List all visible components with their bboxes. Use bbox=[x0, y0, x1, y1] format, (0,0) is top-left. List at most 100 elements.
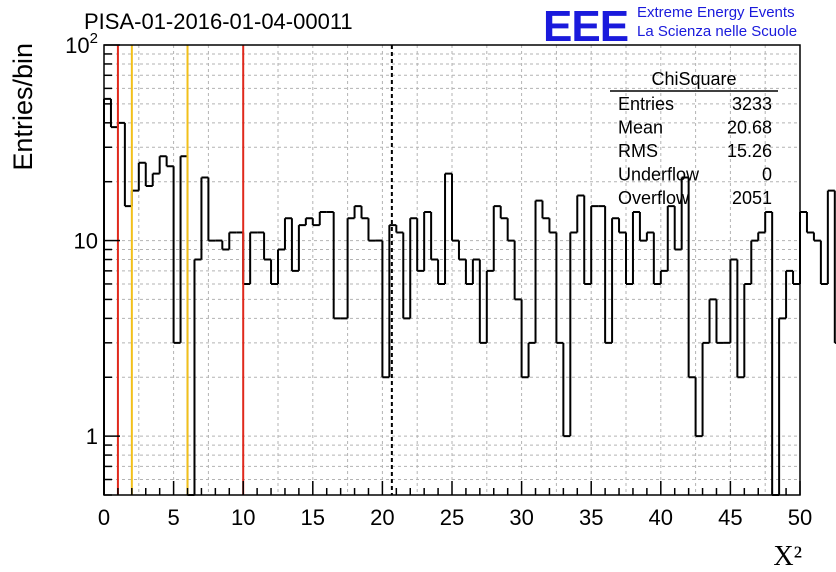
reference-lines bbox=[116, 45, 393, 495]
histogram-bin bbox=[151, 172, 160, 187]
histogram-bin bbox=[318, 210, 327, 226]
histogram-bin bbox=[200, 176, 209, 260]
histogram-bars bbox=[103, 97, 836, 496]
histogram-bin bbox=[116, 121, 125, 128]
logo-line-1: Extreme Energy Events bbox=[637, 4, 795, 21]
histogram-bin bbox=[673, 206, 682, 251]
histogram-bin bbox=[130, 189, 139, 207]
eee-logo: EEE bbox=[543, 2, 629, 51]
histogram-bin bbox=[457, 240, 466, 261]
histogram-bin bbox=[805, 211, 814, 234]
histogram-bin bbox=[548, 218, 557, 234]
histogram-bin bbox=[277, 248, 285, 284]
x-axis-title: X² bbox=[773, 541, 802, 572]
logo-line-2: La Scienza nelle Scuole bbox=[637, 23, 798, 40]
histogram-bin bbox=[708, 298, 717, 343]
histogram-bin bbox=[332, 211, 341, 320]
stats-value: 20.68 bbox=[727, 118, 772, 138]
x-tick-label: 30 bbox=[509, 505, 533, 530]
stats-value: 15.26 bbox=[727, 141, 772, 161]
histogram-bin bbox=[471, 258, 480, 284]
x-tick-label: 45 bbox=[718, 505, 742, 530]
histogram-bin bbox=[757, 231, 766, 241]
histogram-bin bbox=[388, 224, 397, 378]
histogram-bin bbox=[687, 177, 696, 379]
histogram-bin bbox=[416, 218, 425, 272]
histogram-bin bbox=[701, 341, 710, 437]
histogram-bin bbox=[499, 206, 508, 220]
stats-value: 0 bbox=[762, 165, 772, 185]
histogram-bin bbox=[826, 189, 835, 284]
histogram-bin bbox=[715, 299, 724, 344]
histogram-bin bbox=[228, 231, 237, 250]
histogram-bin bbox=[193, 258, 202, 495]
histogram-bin bbox=[771, 211, 780, 496]
histogram-bin bbox=[694, 377, 703, 438]
axes: 0 5 10 15 20 25 30 35 40 45 50 1 10 102 Entries/bin X² bbox=[8, 30, 812, 572]
histogram-bin bbox=[423, 210, 432, 271]
histogram-bin bbox=[353, 205, 362, 219]
y-tick-label: 102 bbox=[65, 30, 98, 58]
histogram-bin bbox=[541, 200, 550, 220]
stats-title: ChiSquare bbox=[651, 69, 736, 89]
histogram-bin bbox=[562, 342, 571, 438]
histogram-bin bbox=[645, 231, 654, 241]
histogram-bin bbox=[186, 156, 195, 496]
histogram-bin bbox=[283, 217, 292, 250]
histogram-bin bbox=[360, 206, 369, 220]
stats-label: Entries bbox=[618, 94, 674, 114]
histogram-bin bbox=[569, 231, 578, 437]
histogram-bin bbox=[736, 259, 745, 379]
histogram-bin bbox=[576, 194, 585, 233]
histogram-bin bbox=[409, 217, 418, 319]
histogram-bin bbox=[506, 218, 515, 242]
histogram-bin bbox=[819, 240, 828, 285]
histogram-bin bbox=[346, 217, 355, 319]
histogram-bin bbox=[270, 259, 278, 285]
histogram-bin bbox=[778, 317, 787, 495]
stats-box: ChiSquare Entries 3233 Mean 20.68 RMS 15.26 Und… bbox=[610, 69, 778, 208]
histogram-bin bbox=[520, 299, 529, 379]
histogram-bin bbox=[304, 217, 313, 226]
histogram-bin bbox=[290, 218, 299, 272]
histogram-bin bbox=[367, 218, 376, 242]
y-tick-label: 10 bbox=[74, 229, 98, 254]
histogram-bin bbox=[311, 218, 320, 227]
stats-label: Mean bbox=[618, 118, 663, 138]
histogram-bin bbox=[680, 176, 689, 250]
histogram-bin bbox=[144, 162, 153, 188]
histogram-bin bbox=[513, 240, 522, 301]
x-tick-label: 20 bbox=[370, 505, 394, 530]
histogram-bin bbox=[297, 224, 306, 271]
histogram-bin bbox=[395, 225, 404, 234]
histogram-bin bbox=[172, 166, 181, 344]
x-tick-label: 10 bbox=[231, 505, 255, 530]
histogram-bin bbox=[625, 232, 633, 285]
stats-value: 3233 bbox=[732, 94, 772, 114]
histogram-bin bbox=[464, 259, 473, 285]
histogram-bin bbox=[444, 172, 452, 284]
x-tick-label: 50 bbox=[788, 505, 812, 530]
stats-label: Overflow bbox=[618, 188, 690, 208]
stats-value: 2051 bbox=[732, 188, 772, 208]
histogram-bin bbox=[165, 156, 174, 168]
x-tick-label: 25 bbox=[440, 505, 464, 530]
histogram-bin bbox=[631, 210, 640, 284]
histogram-bin bbox=[652, 232, 661, 285]
histogram-bin bbox=[534, 199, 543, 343]
histogram-bin bbox=[583, 195, 592, 285]
histogram-bin bbox=[666, 205, 675, 271]
histogram-bin bbox=[263, 232, 272, 261]
histogram-bin bbox=[249, 231, 258, 284]
histogram-bin bbox=[764, 210, 773, 233]
x-tick-label: 15 bbox=[301, 505, 325, 530]
stats-label: RMS bbox=[618, 141, 658, 161]
histogram-bin bbox=[437, 259, 446, 285]
histogram-bin bbox=[638, 211, 647, 242]
histogram-bin bbox=[611, 217, 620, 343]
histogram-bin bbox=[792, 270, 800, 285]
histogram-bin bbox=[430, 211, 439, 261]
histogram-bin bbox=[555, 232, 564, 344]
histogram-bin bbox=[478, 259, 487, 344]
